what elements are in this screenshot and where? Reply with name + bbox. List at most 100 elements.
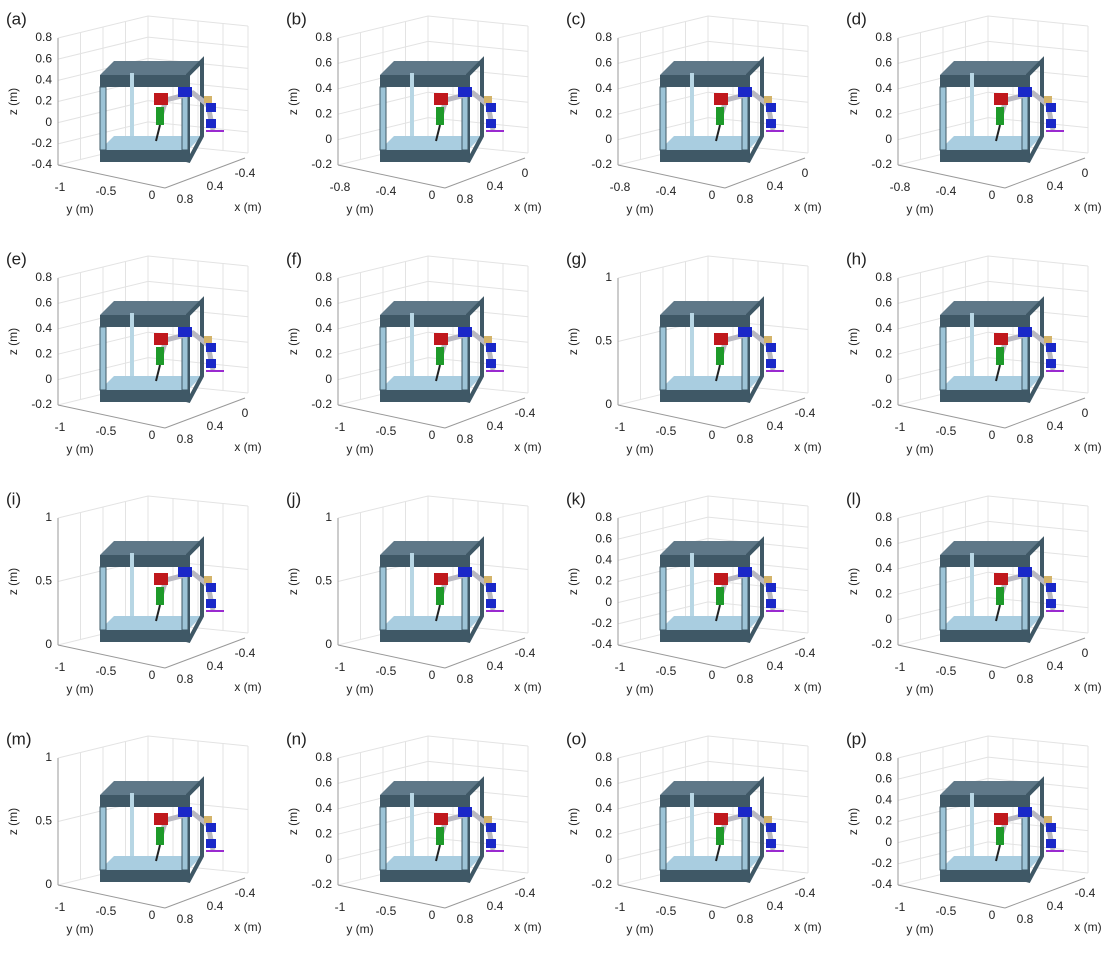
robot-part — [716, 107, 724, 125]
panel-label: (e) — [6, 249, 27, 268]
box-top-front — [940, 795, 1028, 807]
robot-joint — [766, 583, 776, 592]
box-base — [380, 390, 468, 402]
panel: (b)0.80.60.40.20-0.2z (m)-0.8-0.40y (m)0… — [286, 9, 542, 216]
robot-joint — [766, 359, 776, 368]
robot-joint — [994, 93, 1008, 105]
y-axis-label: y (m) — [906, 922, 933, 936]
z-tick-label: 0.6 — [315, 776, 332, 790]
z-tick-label: 0.4 — [875, 561, 892, 575]
x-tick-label: 0.8 — [177, 912, 194, 926]
x-tick-label: 0.8 — [457, 912, 474, 926]
robot-joint — [764, 336, 772, 343]
y-tick-label: 0 — [149, 188, 156, 202]
y-tick-label: 0 — [989, 668, 996, 682]
grid-line — [58, 101, 248, 123]
robot-joint — [714, 93, 728, 105]
robot-joint — [458, 807, 472, 817]
panel-label: (p) — [846, 729, 867, 748]
z-tick-label: 0.4 — [35, 73, 52, 87]
x-axis-label: x (m) — [514, 920, 541, 934]
box-post — [970, 313, 974, 376]
robot-joint — [1044, 96, 1052, 103]
robot-part — [436, 347, 444, 365]
y-axis-label: y (m) — [66, 682, 93, 696]
z-tick-label: 0.2 — [315, 826, 332, 840]
z-tick-label: 0.4 — [35, 321, 52, 335]
grid-line — [898, 757, 1088, 779]
robot-joint — [738, 567, 752, 577]
panel-label: (j) — [286, 489, 301, 508]
box-top — [660, 61, 762, 75]
y-axis-label: y (m) — [346, 442, 373, 456]
box-base — [100, 630, 188, 642]
x-axis-label: x (m) — [1074, 200, 1101, 214]
z-tick-label: -0.2 — [311, 157, 332, 171]
z-tick-label: 0.8 — [875, 750, 892, 764]
x-axis-label: x (m) — [794, 200, 821, 214]
x-tick-label: -0.4 — [1075, 886, 1096, 900]
x-axis-label: x (m) — [1074, 440, 1101, 454]
z-tick-label: 0.6 — [875, 771, 892, 785]
box-top — [660, 301, 762, 315]
grid-line — [618, 16, 808, 38]
z-tick-label: 0.4 — [595, 81, 612, 95]
y-tick-label: -1 — [895, 420, 906, 434]
robot-joint — [1046, 103, 1056, 112]
box-post — [690, 73, 694, 136]
robot-joint — [458, 87, 472, 97]
box-top-front — [380, 795, 468, 807]
y-tick-label: -0.4 — [656, 184, 677, 198]
y-tick-label: 0 — [149, 668, 156, 682]
robot-joint — [1044, 336, 1052, 343]
z-tick-label: 0 — [605, 852, 612, 866]
robot-joint — [486, 103, 496, 112]
x-tick-label: 0.4 — [1047, 899, 1064, 913]
grid-line — [338, 736, 528, 758]
y-tick-label: -0.8 — [610, 180, 631, 194]
z-tick-label: 0.4 — [315, 81, 332, 95]
x-axis-label: x (m) — [234, 680, 261, 694]
robot-part — [716, 587, 724, 605]
x-axis-label: x (m) — [1074, 920, 1101, 934]
box-post — [970, 793, 974, 856]
robot-joint — [714, 813, 728, 825]
grid-line — [618, 812, 808, 834]
x-tick-label: -0.4 — [515, 646, 536, 660]
robot-joint — [178, 567, 192, 577]
z-tick-label: 0 — [45, 877, 52, 891]
grid-line — [618, 736, 808, 758]
x-tick-label: 0.4 — [207, 899, 224, 913]
grid-line — [338, 92, 528, 114]
grid-line — [58, 256, 248, 278]
panel-label: (b) — [286, 9, 307, 28]
box-base — [660, 390, 748, 402]
z-tick-label: -0.2 — [871, 856, 892, 870]
panel: (p)0.80.60.40.20-0.2-0.4z (m)-1-0.50y (m… — [846, 729, 1102, 936]
x-tick-label: 0.4 — [207, 419, 224, 433]
robot-joint — [486, 583, 496, 592]
grid-line — [618, 256, 808, 278]
box-post — [100, 87, 106, 150]
z-axis-label: z (m) — [286, 808, 300, 835]
z-tick-label: 0.4 — [875, 793, 892, 807]
box-top — [100, 301, 202, 315]
y-tick-label: 0 — [149, 428, 156, 442]
y-tick-label: 0 — [429, 428, 436, 442]
z-tick-label: 0 — [45, 115, 52, 129]
x-tick-label: -0.4 — [795, 646, 816, 660]
box-top-front — [940, 315, 1028, 327]
box-post — [380, 87, 386, 150]
x-axis-label: x (m) — [1074, 680, 1101, 694]
robot-joint — [484, 576, 492, 583]
robot-joint — [206, 343, 216, 352]
x-tick-label: 0.8 — [177, 432, 194, 446]
z-tick-label: 0.8 — [595, 30, 612, 44]
x-tick-label: 0.4 — [1047, 659, 1064, 673]
grid-line — [898, 821, 1088, 843]
z-tick-label: 0.2 — [315, 346, 332, 360]
panel-label: (h) — [846, 249, 867, 268]
z-axis-label: z (m) — [6, 88, 20, 115]
